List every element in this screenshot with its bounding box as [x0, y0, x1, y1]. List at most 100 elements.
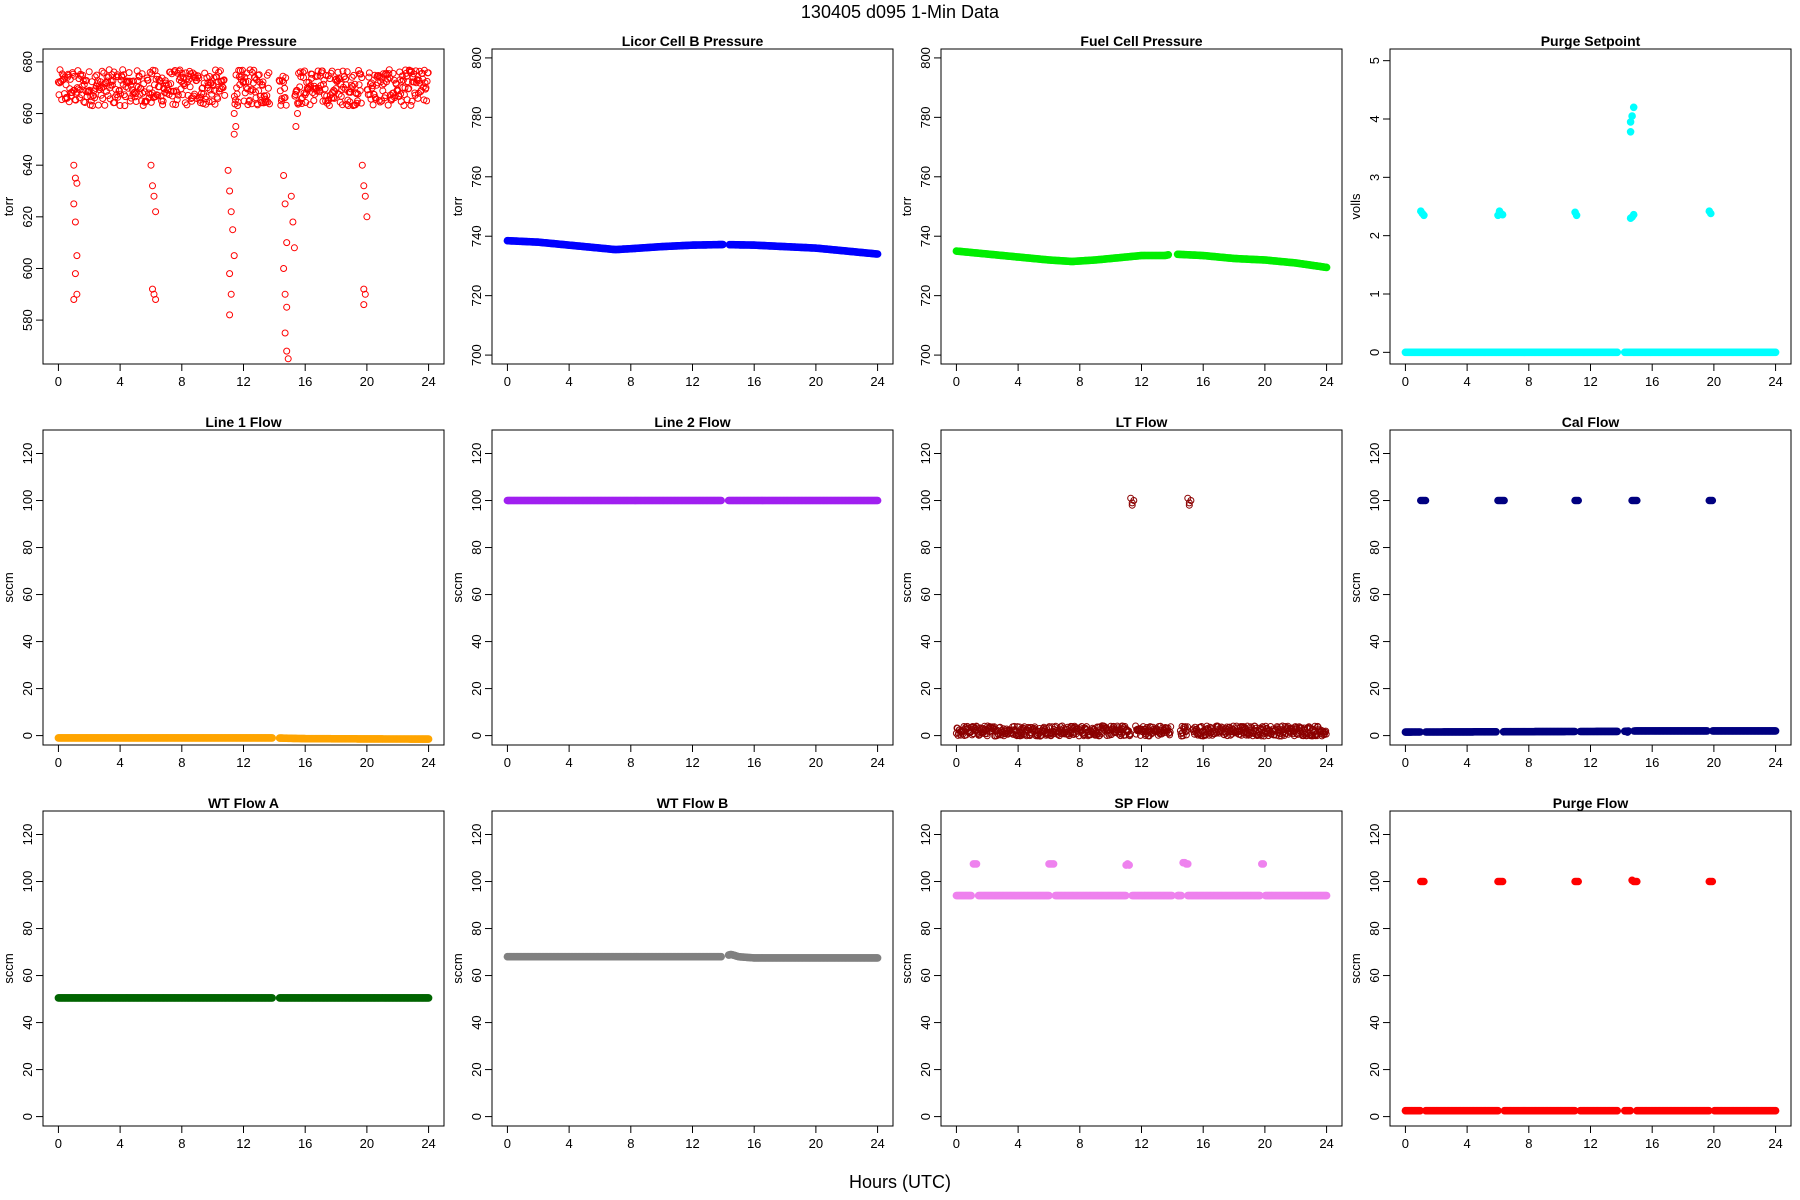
y-tick-label: 580: [20, 309, 35, 331]
x-tick-label: 8: [178, 374, 185, 389]
data-point: [296, 83, 304, 91]
data-point: [355, 81, 363, 89]
data-point: [302, 99, 310, 106]
data-point: [211, 100, 219, 108]
data-point: [404, 78, 412, 86]
x-tick-label: 24: [421, 374, 435, 389]
panel-title: WT Flow B: [657, 795, 729, 811]
x-tick-label: 20: [809, 1136, 823, 1151]
data-point: [85, 68, 93, 76]
data-series: [503, 236, 882, 258]
y-tick-label: 0: [469, 1113, 484, 1120]
data-point: [70, 200, 78, 208]
data-point: [357, 99, 365, 107]
data-point: [356, 87, 364, 95]
data-point: [140, 80, 148, 88]
data-point: [294, 110, 301, 117]
x-tick-label: 0: [55, 374, 62, 389]
y-tick-label: 0: [20, 1113, 35, 1120]
y-axis-label: volls: [1348, 193, 1363, 220]
x-tick-label: 4: [565, 755, 572, 770]
x-tick-label: 16: [747, 1136, 761, 1151]
data-point: [69, 70, 77, 78]
plot-frame: [491, 429, 894, 746]
data-point: [121, 93, 129, 101]
x-tick-label: 0: [504, 1136, 511, 1151]
data-point: [71, 270, 79, 278]
x-tick-label: 8: [1525, 755, 1532, 770]
y-tick-label: 60: [918, 587, 933, 601]
data-point: [323, 99, 331, 107]
y-tick-label: 80: [20, 921, 35, 935]
data-point: [405, 84, 413, 92]
data-point: [226, 187, 234, 195]
x-tick-label: 24: [1319, 374, 1333, 389]
data-point: [292, 123, 300, 130]
data-point: [181, 99, 189, 107]
y-tick-label: 120: [918, 824, 933, 846]
x-tick-label: 16: [298, 374, 312, 389]
data-point: [1322, 263, 1331, 272]
data-point: [400, 102, 408, 109]
data-point: [140, 88, 148, 96]
data-point: [289, 218, 297, 226]
x-tick-label: 12: [1134, 1136, 1148, 1151]
y-tick-label: 20: [918, 1062, 933, 1076]
data-point: [300, 74, 307, 81]
panel-title: Cal Flow: [1562, 414, 1620, 430]
data-point: [130, 77, 137, 85]
y-tick-label: 3: [1367, 174, 1382, 181]
data-point: [266, 100, 273, 108]
data-point: [263, 92, 271, 100]
x-tick-label: 24: [1319, 1136, 1333, 1151]
y-axis-label: torr: [1, 196, 16, 216]
data-point: [240, 97, 248, 105]
data-point: [159, 97, 167, 105]
y-tick-label: 4: [1367, 115, 1382, 122]
data-series: [952, 494, 1330, 740]
y-tick-label: 40: [918, 634, 933, 648]
data-point: [348, 73, 356, 81]
data-point: [350, 71, 358, 79]
data-point: [116, 102, 124, 109]
x-tick-label: 20: [809, 755, 823, 770]
data-point: [1420, 211, 1428, 220]
data-point: [265, 69, 273, 77]
y-tick-label: 40: [20, 634, 35, 648]
y-tick-label: 60: [1367, 587, 1382, 601]
data-point: [360, 301, 368, 309]
x-tick-label: 12: [236, 374, 250, 389]
x-tick-label: 16: [1196, 755, 1210, 770]
data-point: [264, 98, 272, 106]
data-point: [328, 67, 336, 75]
data-point: [1613, 348, 1622, 357]
data-point: [384, 101, 392, 109]
data-point: [370, 91, 378, 98]
data-point: [230, 252, 238, 260]
data-point: [281, 84, 289, 92]
data-point: [325, 102, 333, 109]
data-point: [256, 92, 264, 100]
data-point: [145, 89, 153, 97]
panel-title: Line 1 Flow: [205, 414, 281, 430]
panel-title: Purge Setpoint: [1541, 33, 1641, 49]
data-point: [150, 192, 158, 200]
data-point: [873, 250, 882, 258]
x-tick-label: 16: [747, 755, 761, 770]
data-point: [167, 80, 175, 88]
data-point: [369, 82, 377, 90]
data-point: [56, 66, 64, 74]
data-point: [1623, 728, 1632, 736]
data-point: [183, 101, 191, 109]
x-tick-label: 24: [421, 755, 435, 770]
y-tick-label: 20: [469, 681, 484, 695]
x-tick-label: 8: [1076, 374, 1083, 389]
x-tick-label: 0: [55, 1136, 62, 1151]
data-point: [282, 74, 290, 82]
data-point: [873, 496, 882, 505]
data-point: [1771, 348, 1780, 357]
